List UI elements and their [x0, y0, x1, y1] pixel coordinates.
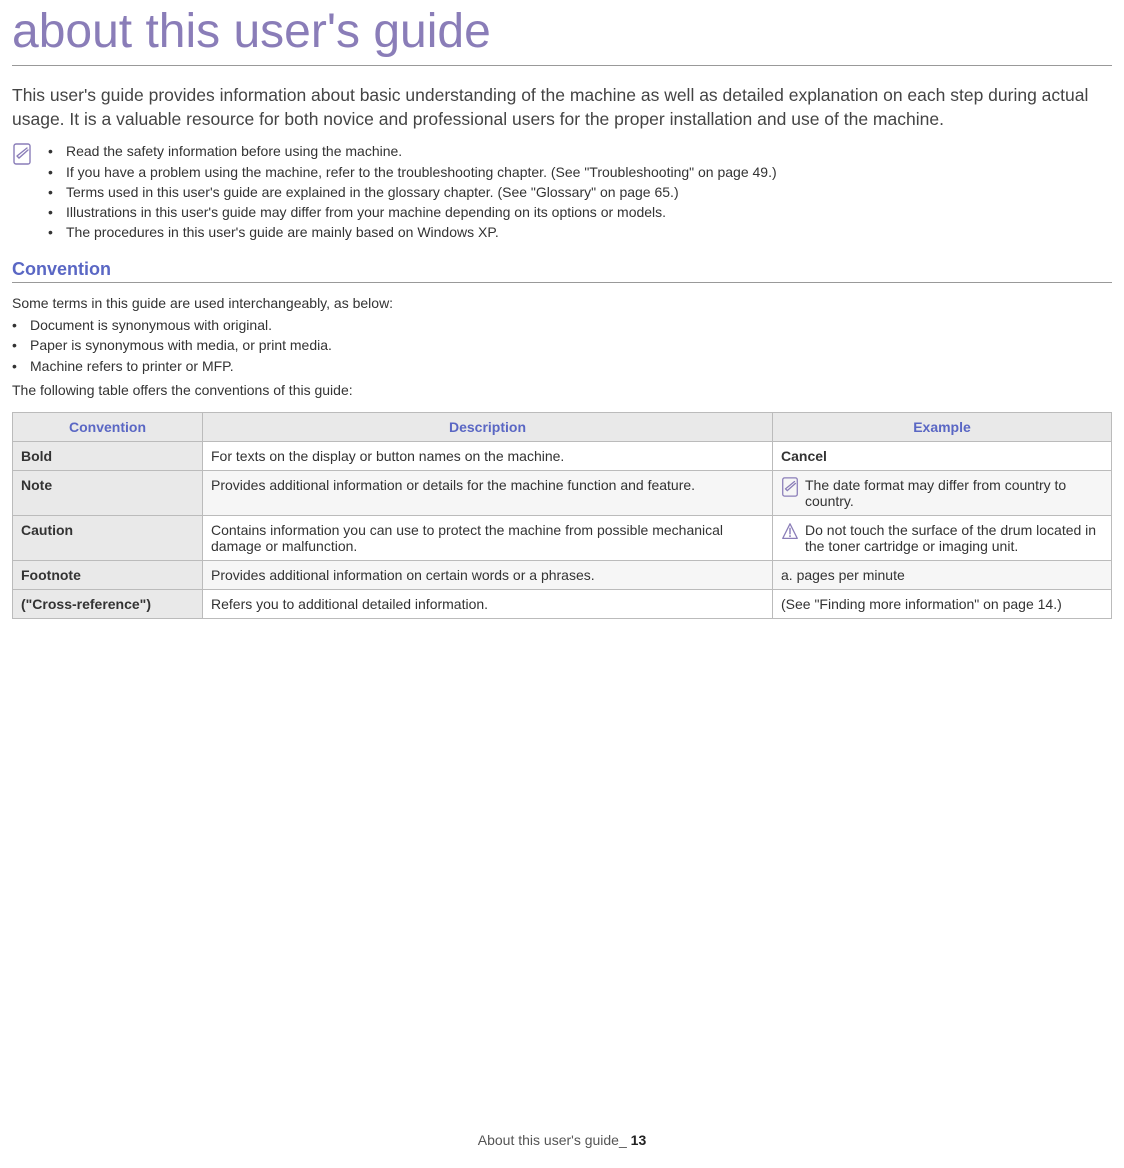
convention-list-item: Machine refers to printer or MFP. — [12, 356, 1112, 376]
convention-table: Convention Description Example BoldFor t… — [12, 412, 1112, 619]
table-header: Description — [203, 413, 773, 442]
table-header: Example — [773, 413, 1112, 442]
table-cell-convention: Bold — [13, 442, 203, 471]
note-item: If you have a problem using the machine,… — [42, 162, 777, 182]
caution-icon — [781, 522, 799, 542]
table-cell-description: Contains information you can use to prot… — [203, 516, 773, 561]
table-cell-example: Cancel — [773, 442, 1112, 471]
table-cell-convention: Note — [13, 471, 203, 516]
table-cell-example: Do not touch the surface of the drum loc… — [773, 516, 1112, 561]
table-row: ("Cross-reference")Refers you to additio… — [13, 590, 1112, 619]
table-row: BoldFor texts on the display or button n… — [13, 442, 1112, 471]
table-row: FootnoteProvides additional information … — [13, 561, 1112, 590]
note-icon — [781, 477, 799, 497]
note-icon — [12, 143, 32, 165]
note-item: The procedures in this user's guide are … — [42, 222, 777, 242]
table-cell-description: Provides additional information or detai… — [203, 471, 773, 516]
section-heading-convention: Convention — [12, 259, 1112, 283]
table-intro: The following table offers the conventio… — [12, 380, 1112, 400]
note-block: Read the safety information before using… — [12, 141, 1112, 242]
page-footer: About this user's guide_ 13 — [0, 1132, 1124, 1148]
page-title: about this user's guide — [12, 0, 1112, 66]
table-header: Convention — [13, 413, 203, 442]
example-text: Cancel — [781, 448, 827, 464]
convention-list: Document is synonymous with original. Pa… — [12, 315, 1112, 376]
example-text: Do not touch the surface of the drum loc… — [805, 522, 1103, 554]
convention-list-item: Document is synonymous with original. — [12, 315, 1112, 335]
intro-paragraph: This user's guide provides information a… — [12, 84, 1112, 131]
table-cell-example: (See "Finding more information" on page … — [773, 590, 1112, 619]
table-cell-description: For texts on the display or button names… — [203, 442, 773, 471]
note-item: Illustrations in this user's guide may d… — [42, 202, 777, 222]
table-cell-description: Refers you to additional detailed inform… — [203, 590, 773, 619]
table-cell-example: a. pages per minute — [773, 561, 1112, 590]
table-cell-convention: ("Cross-reference") — [13, 590, 203, 619]
table-row: CautionContains information you can use … — [13, 516, 1112, 561]
note-item: Terms used in this user's guide are expl… — [42, 182, 777, 202]
footer-text: About this user's guide_ — [478, 1132, 631, 1148]
footer-page-number: 13 — [631, 1132, 647, 1148]
table-cell-convention: Caution — [13, 516, 203, 561]
table-cell-convention: Footnote — [13, 561, 203, 590]
table-cell-description: Provides additional information on certa… — [203, 561, 773, 590]
table-cell-example: The date format may differ from country … — [773, 471, 1112, 516]
convention-intro: Some terms in this guide are used interc… — [12, 293, 1112, 313]
example-text: The date format may differ from country … — [805, 477, 1103, 509]
note-item: Read the safety information before using… — [42, 141, 777, 161]
note-list: Read the safety information before using… — [42, 141, 777, 242]
table-row: NoteProvides additional information or d… — [13, 471, 1112, 516]
convention-list-item: Paper is synonymous with media, or print… — [12, 335, 1112, 355]
